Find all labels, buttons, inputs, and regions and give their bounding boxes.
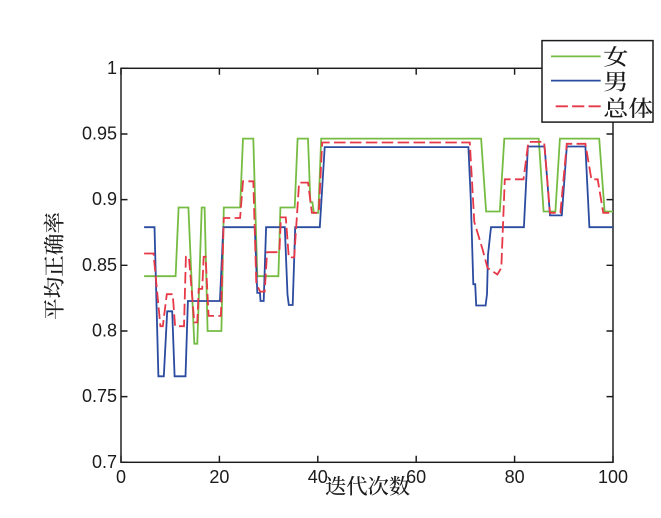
svg-text:20: 20 (209, 467, 229, 487)
svg-text:0.85: 0.85 (82, 255, 117, 275)
svg-text:0.9: 0.9 (92, 189, 117, 209)
svg-text:0.75: 0.75 (82, 386, 117, 406)
svg-text:1: 1 (107, 58, 117, 78)
svg-text:0.8: 0.8 (92, 321, 117, 341)
svg-text:0.7: 0.7 (92, 452, 117, 472)
svg-text:60: 60 (406, 467, 426, 487)
svg-text:0.95: 0.95 (82, 124, 117, 144)
svg-text:0: 0 (116, 467, 126, 487)
svg-text:100: 100 (598, 467, 628, 487)
svg-text:80: 80 (505, 467, 525, 487)
svg-text:40: 40 (308, 467, 328, 487)
